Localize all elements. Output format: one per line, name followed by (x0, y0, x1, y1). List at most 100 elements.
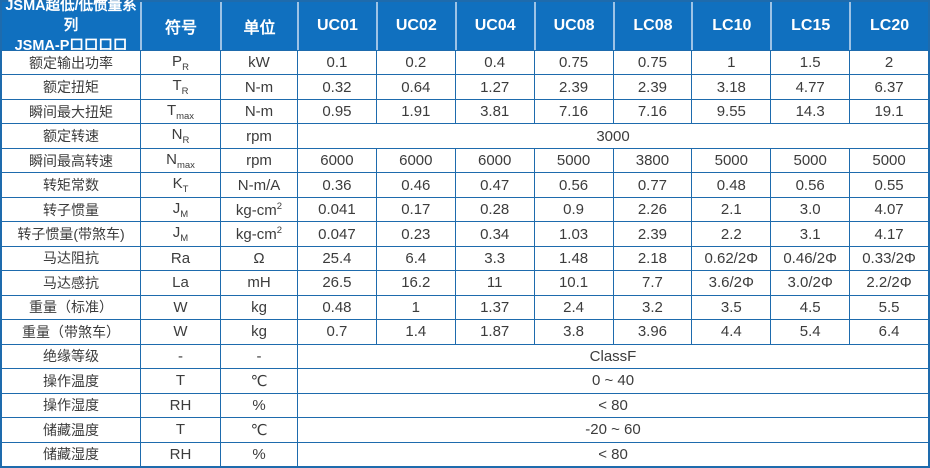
row-symbol: - (140, 343, 220, 369)
span-value: ClassF (297, 343, 928, 369)
row-label: 绝缘等级 (2, 343, 140, 369)
row-symbol: Tmax (140, 98, 220, 124)
cell-value: 2.39 (533, 74, 613, 99)
cell-value: 6.4 (375, 245, 455, 271)
row-label: 重量（标准） (2, 294, 140, 320)
row-symbol: W (140, 294, 220, 320)
row-symbol: NR (140, 123, 220, 148)
row-symbol: Nmax (140, 147, 220, 173)
row-symbol: JM (140, 221, 220, 246)
cell-value: 6000 (454, 147, 534, 173)
cell-value: 0.75 (533, 50, 613, 75)
cell-value: 0.28 (454, 196, 534, 222)
row-unit: rpm (220, 147, 297, 173)
row-symbol: KT (140, 172, 220, 197)
row-unit: kW (220, 50, 297, 75)
cell-value: 6.4 (849, 319, 928, 344)
row-symbol: W (140, 319, 220, 344)
cell-value: 5000 (691, 147, 771, 173)
column-header-lc20: LC20 (849, 2, 928, 50)
cell-value: 0.2 (375, 50, 455, 75)
cell-value: 0.75 (612, 50, 692, 75)
row-label: 操作湿度 (2, 392, 140, 418)
row-symbol: Ra (140, 245, 220, 271)
column-header-lc08: LC08 (612, 2, 692, 50)
row-symbol: JM (140, 196, 220, 222)
cell-value: 2.39 (612, 221, 692, 246)
row-unit: kg (220, 294, 297, 320)
cell-value: 3.0/2Φ (770, 270, 850, 295)
column-header-lc10: LC10 (691, 2, 771, 50)
row-symbol: La (140, 270, 220, 295)
cell-value: 0.56 (533, 172, 613, 197)
cell-value: 1.37 (454, 294, 534, 320)
column-header-uc08: UC08 (533, 2, 613, 50)
cell-value: 5000 (849, 147, 928, 173)
cell-value: 0.56 (770, 172, 850, 197)
cell-value: 1.48 (533, 245, 613, 271)
cell-value: 3.5 (691, 294, 771, 320)
cell-value: 3.81 (454, 98, 534, 124)
cell-value: 11 (454, 270, 534, 295)
cell-value: 1.5 (770, 50, 850, 75)
cell-value: 7.16 (612, 98, 692, 124)
row-unit: ℃ (220, 417, 297, 442)
row-label: 马达感抗 (2, 270, 140, 295)
cell-value: 0.36 (297, 172, 376, 197)
cell-value: 0.7 (297, 319, 376, 344)
cell-value: 3800 (612, 147, 692, 173)
cell-value: 0.77 (612, 172, 692, 197)
cell-value: 0.33/2Φ (849, 245, 928, 271)
cell-value: 10.1 (533, 270, 613, 295)
cell-value: 2.4 (533, 294, 613, 320)
cell-value: 0.95 (297, 98, 376, 124)
row-label: 瞬间最大扭矩 (2, 98, 140, 124)
row-label: 转矩常数 (2, 172, 140, 197)
cell-value: 1.27 (454, 74, 534, 99)
cell-value: 25.4 (297, 245, 376, 271)
column-header-uc04: UC04 (454, 2, 534, 50)
cell-value: 0.62/2Φ (691, 245, 771, 271)
row-label: 储藏湿度 (2, 441, 140, 466)
cell-value: 1 (691, 50, 771, 75)
row-label: 操作温度 (2, 368, 140, 393)
cell-value: 6.37 (849, 74, 928, 99)
cell-value: 14.3 (770, 98, 850, 124)
cell-value: 19.1 (849, 98, 928, 124)
row-label: 重量（带煞车） (2, 319, 140, 344)
span-value: 3000 (297, 123, 928, 148)
cell-value: 0.041 (297, 196, 376, 222)
cell-value: 0.47 (454, 172, 534, 197)
row-label: 转子惯量(带煞车) (2, 221, 140, 246)
cell-value: 0.23 (375, 221, 455, 246)
table-title-line1: JSMA超低/低惯量系列 (5, 0, 137, 34)
span-value: 0 ~ 40 (297, 368, 928, 393)
cell-value: 3.0 (770, 196, 850, 222)
cell-value: 2.2/2Φ (849, 270, 928, 295)
row-unit: N-m (220, 74, 297, 99)
column-header-uc01: UC01 (297, 2, 376, 50)
span-value: < 80 (297, 392, 928, 418)
cell-value: 0.32 (297, 74, 376, 99)
cell-value: 0.1 (297, 50, 376, 75)
row-unit: mH (220, 270, 297, 295)
cell-value: 5000 (533, 147, 613, 173)
row-unit: kg-cm2 (220, 196, 297, 222)
cell-value: 3.18 (691, 74, 771, 99)
cell-value: 3.3 (454, 245, 534, 271)
row-symbol: RH (140, 392, 220, 418)
cell-value: 3.6/2Φ (691, 270, 771, 295)
cell-value: 0.55 (849, 172, 928, 197)
cell-value: 5.5 (849, 294, 928, 320)
row-unit: % (220, 441, 297, 466)
row-symbol: PR (140, 50, 220, 75)
cell-value: 1 (375, 294, 455, 320)
cell-value: 0.64 (375, 74, 455, 99)
row-label: 转子惯量 (2, 196, 140, 222)
row-symbol: T (140, 368, 220, 393)
cell-value: 5000 (770, 147, 850, 173)
cell-value: 1.4 (375, 319, 455, 344)
cell-value: 4.77 (770, 74, 850, 99)
cell-value: 6000 (297, 147, 376, 173)
